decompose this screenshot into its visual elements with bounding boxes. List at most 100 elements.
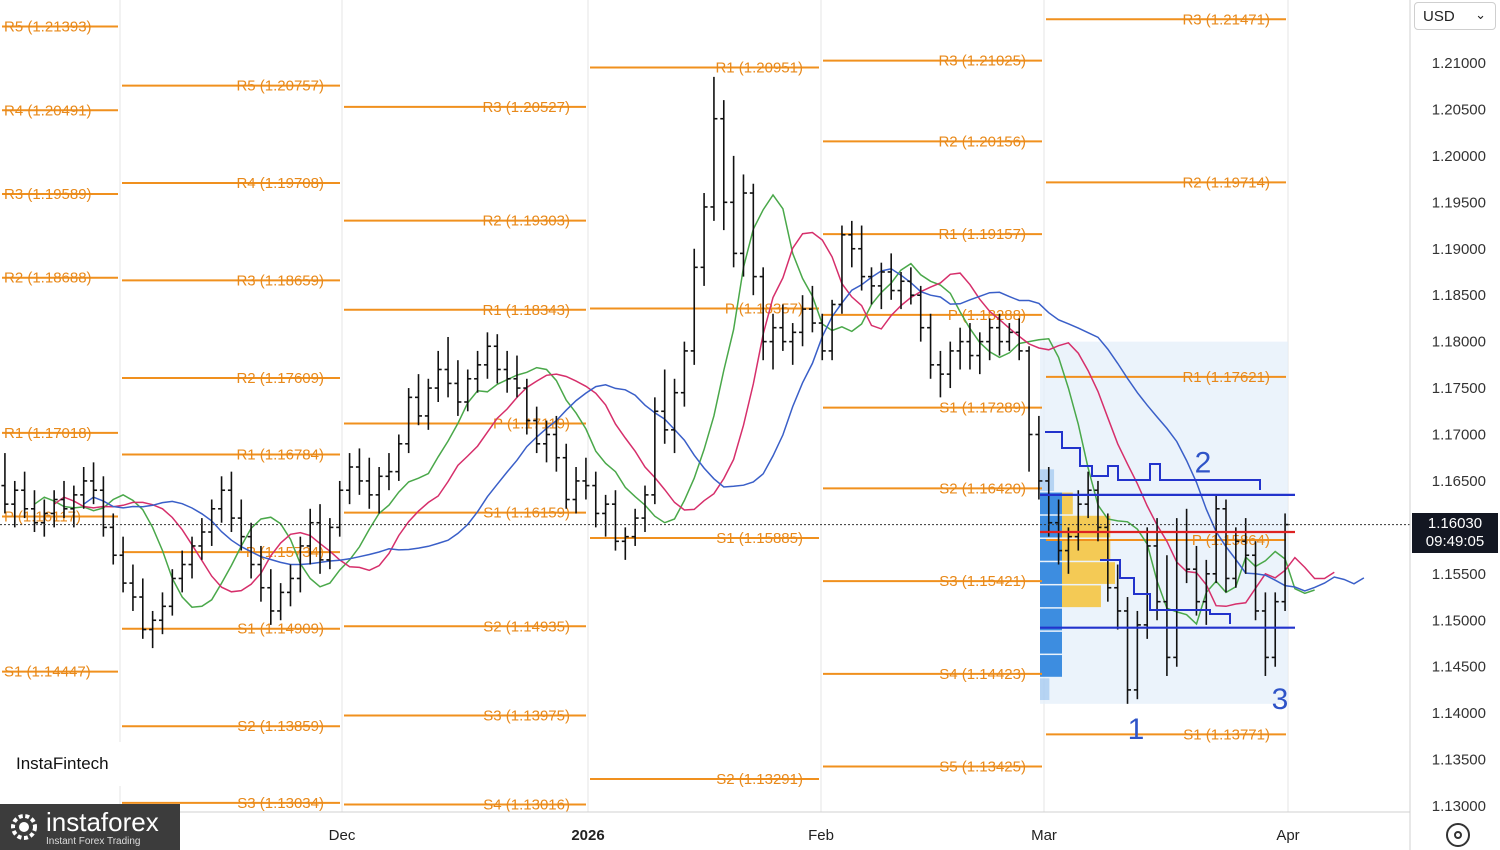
profile-bar	[1062, 538, 1111, 561]
price-tick-label: 1.20500	[1432, 101, 1486, 118]
profile-bar	[1040, 631, 1062, 654]
instaforex-logo: instaforex Instant Forex Trading	[0, 804, 180, 850]
ohlc-bar	[1035, 415, 1043, 500]
ohlc-bar	[464, 369, 472, 412]
ohlc-bar	[168, 569, 176, 616]
price-tick-label: 1.18500	[1432, 287, 1486, 304]
ohlc-bar	[21, 471, 29, 519]
ohlc-bar	[848, 220, 856, 268]
ohlc-bars	[1, 76, 1289, 704]
pivot-label: R5 (1.20757)	[236, 78, 324, 95]
ohlc-bar	[986, 318, 994, 361]
ohlc-bar	[306, 508, 314, 565]
ohlc-bar	[1202, 559, 1210, 625]
time-tick-label: 2026	[571, 827, 604, 844]
wave-label: 2	[1195, 446, 1212, 479]
ohlc-bar	[543, 420, 551, 463]
profile-bar	[1040, 492, 1062, 515]
settings-gear-icon[interactable]	[1446, 823, 1470, 847]
price-tick-label: 1.14000	[1432, 705, 1486, 722]
current-price-badge: 1.16030 09:49:05	[1412, 513, 1498, 553]
time-tick-label: Mar	[1031, 827, 1057, 844]
time-tick-label: Feb	[808, 827, 834, 844]
ohlc-bar	[316, 504, 324, 574]
chevron-down-icon: ⌄	[1475, 7, 1486, 22]
price-tick-label: 1.19000	[1432, 241, 1486, 258]
price-axis[interactable]: 1.21000 1.20500 1.20000 1.19500 1.19000 1.185…	[1409, 0, 1486, 850]
pivot-label: R1 (1.18343)	[482, 302, 570, 319]
ohlc-bar	[178, 550, 186, 593]
horizontal-levels	[0, 431, 1410, 629]
moving-averages	[34, 193, 1365, 626]
pivot-label: R2 (1.17609)	[236, 370, 324, 387]
pivot-label: S1 (1.17289)	[939, 400, 1026, 417]
pivot-label: P (1.15734)	[246, 544, 324, 561]
time-axis[interactable]: Dec 2026 Feb Mar Apr	[0, 811, 1410, 844]
ohlc-bar	[1015, 318, 1023, 361]
ohlc-bar	[405, 388, 413, 454]
ma-fast-line	[34, 193, 1315, 626]
pivot-label: R2 (1.18688)	[4, 270, 92, 287]
ohlc-bar	[858, 225, 866, 291]
profile-bar	[1040, 585, 1062, 608]
ohlc-bar	[592, 471, 600, 528]
pivot-levels: R5 (1.21393) R4 (1.20491) R3 (1.19589) R2 (…	[2, 11, 1286, 814]
ohlc-bar	[572, 467, 580, 514]
pivot-label: S3 (1.13034)	[237, 795, 324, 812]
pivot-label: R3 (1.18659)	[236, 272, 324, 289]
price-tick-label: 1.20000	[1432, 148, 1486, 165]
pivot-label: S2 (1.16420)	[939, 480, 1026, 497]
ohlc-bar	[523, 378, 531, 435]
ohlc-bar	[1153, 518, 1161, 621]
ohlc-bar	[730, 155, 738, 268]
ohlc-bar	[1192, 545, 1200, 616]
price-tick-label: 1.15000	[1432, 612, 1486, 629]
ohlc-bar	[247, 522, 255, 579]
profile-bar	[1040, 562, 1062, 584]
pivot-label: S1 (1.16159)	[483, 505, 570, 522]
ohlc-bar	[1, 453, 9, 514]
ohlc-bar	[562, 443, 570, 509]
ohlc-bar	[720, 100, 728, 231]
pivot-label: S2 (1.13291)	[716, 771, 803, 788]
pivot-label: S2 (1.14935)	[483, 618, 570, 635]
ohlc-bar	[611, 490, 619, 551]
ohlc-bar	[1025, 346, 1033, 472]
ohlc-bar	[917, 285, 925, 342]
ohlc-bar	[257, 545, 265, 602]
ohlc-bar	[336, 480, 344, 537]
ohlc-bar	[907, 267, 915, 305]
ohlc-bar	[887, 253, 895, 300]
ohlc-bar	[149, 610, 157, 649]
ohlc-bar	[80, 467, 88, 509]
ohlc-bar	[680, 341, 688, 407]
pivot-label: R1 (1.17621)	[1182, 369, 1270, 386]
pivot-label: R2 (1.20156)	[938, 133, 1026, 150]
ohlc-bar	[395, 434, 403, 481]
ohlc-bar	[552, 415, 560, 472]
currency-select[interactable]: USD ⌄	[1414, 2, 1496, 30]
pivot-label: R4 (1.19708)	[236, 175, 324, 192]
ohlc-bar	[838, 225, 846, 314]
pivot-label: R4 (1.20491)	[4, 102, 92, 119]
pivot-label: R1 (1.16784)	[236, 447, 324, 464]
wave-label: 1	[1128, 713, 1145, 746]
ohlc-bar	[759, 267, 767, 361]
pivot-label: R1 (1.19157)	[938, 226, 1026, 243]
wave-labels: 1 2 3	[1128, 446, 1289, 746]
ohlc-bar	[119, 536, 127, 593]
profile-bar	[1040, 678, 1050, 701]
ohlc-bar	[139, 578, 147, 639]
instaforex-name: instaforex	[46, 807, 159, 837]
ohlc-bar	[976, 332, 984, 375]
time-tick-label: Dec	[329, 827, 356, 844]
ohlc-bar	[296, 536, 304, 593]
ohlc-bar	[877, 262, 885, 310]
price-tick-label: 1.13000	[1432, 798, 1486, 815]
ohlc-bar	[1252, 541, 1260, 621]
stepped-level-line	[1045, 431, 1261, 490]
ohlc-bar	[956, 327, 964, 370]
ohlc-bar	[1133, 610, 1141, 700]
ohlc-bar	[1163, 555, 1171, 676]
